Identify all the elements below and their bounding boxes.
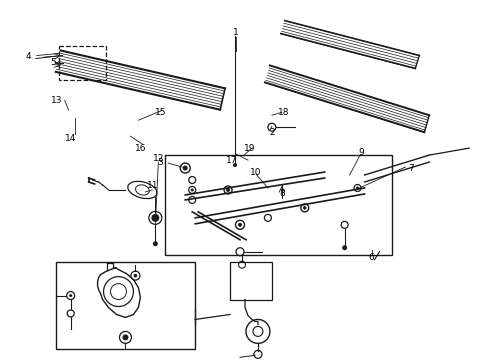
Text: 14: 14 <box>65 134 76 143</box>
Circle shape <box>153 241 158 246</box>
Text: 5: 5 <box>50 58 56 67</box>
Circle shape <box>69 294 72 297</box>
Circle shape <box>191 189 194 192</box>
Text: 13: 13 <box>51 96 63 105</box>
Circle shape <box>342 245 347 250</box>
Circle shape <box>303 206 307 210</box>
Bar <box>165 155 392 255</box>
Text: 18: 18 <box>278 108 290 117</box>
Text: 8: 8 <box>279 189 285 198</box>
Text: 1: 1 <box>233 28 239 37</box>
Text: 17: 17 <box>226 156 238 165</box>
Text: 15: 15 <box>154 108 166 117</box>
Text: 4: 4 <box>26 52 32 61</box>
Text: 12: 12 <box>153 154 164 163</box>
Text: 9: 9 <box>359 148 365 157</box>
Text: 10: 10 <box>250 167 262 176</box>
Text: 6: 6 <box>368 253 374 262</box>
Text: 19: 19 <box>244 144 256 153</box>
Text: 3: 3 <box>157 158 163 167</box>
Circle shape <box>356 186 359 189</box>
Circle shape <box>151 214 159 222</box>
Circle shape <box>233 163 237 167</box>
Circle shape <box>238 223 242 227</box>
Text: 11: 11 <box>147 181 158 190</box>
Text: 7: 7 <box>409 163 414 172</box>
Bar <box>59 45 105 80</box>
Circle shape <box>134 274 137 278</box>
Bar <box>230 262 272 300</box>
Circle shape <box>183 166 188 171</box>
Text: 16: 16 <box>135 144 146 153</box>
Bar <box>56 262 195 349</box>
Text: 2: 2 <box>269 128 275 137</box>
Circle shape <box>226 188 230 192</box>
Circle shape <box>122 334 128 340</box>
